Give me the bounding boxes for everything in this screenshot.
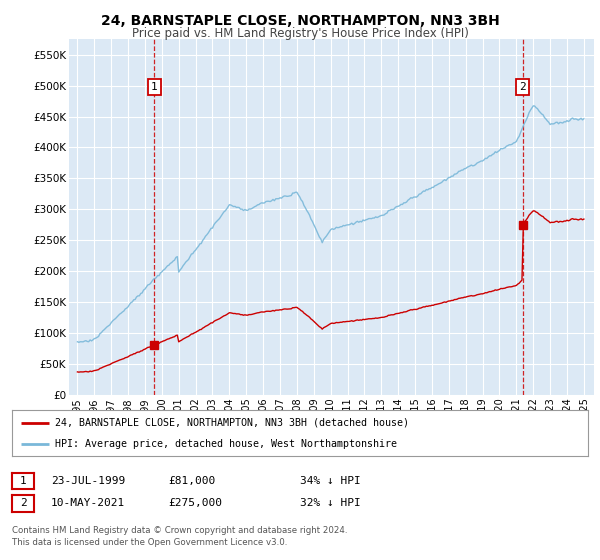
Text: 24, BARNSTAPLE CLOSE, NORTHAMPTON, NN3 3BH: 24, BARNSTAPLE CLOSE, NORTHAMPTON, NN3 3…: [101, 14, 499, 28]
Text: 1: 1: [20, 476, 26, 486]
Text: £81,000: £81,000: [168, 476, 215, 486]
Text: 24, BARNSTAPLE CLOSE, NORTHAMPTON, NN3 3BH (detached house): 24, BARNSTAPLE CLOSE, NORTHAMPTON, NN3 3…: [55, 418, 409, 428]
Text: 32% ↓ HPI: 32% ↓ HPI: [300, 498, 361, 508]
Text: Price paid vs. HM Land Registry's House Price Index (HPI): Price paid vs. HM Land Registry's House …: [131, 27, 469, 40]
Text: 2: 2: [519, 82, 526, 92]
Text: 2: 2: [20, 498, 26, 508]
Text: 10-MAY-2021: 10-MAY-2021: [51, 498, 125, 508]
Text: 23-JUL-1999: 23-JUL-1999: [51, 476, 125, 486]
Text: 1: 1: [151, 82, 158, 92]
Text: HPI: Average price, detached house, West Northamptonshire: HPI: Average price, detached house, West…: [55, 439, 397, 449]
Text: Contains HM Land Registry data © Crown copyright and database right 2024.
This d: Contains HM Land Registry data © Crown c…: [12, 526, 347, 547]
Text: 34% ↓ HPI: 34% ↓ HPI: [300, 476, 361, 486]
Text: £275,000: £275,000: [168, 498, 222, 508]
